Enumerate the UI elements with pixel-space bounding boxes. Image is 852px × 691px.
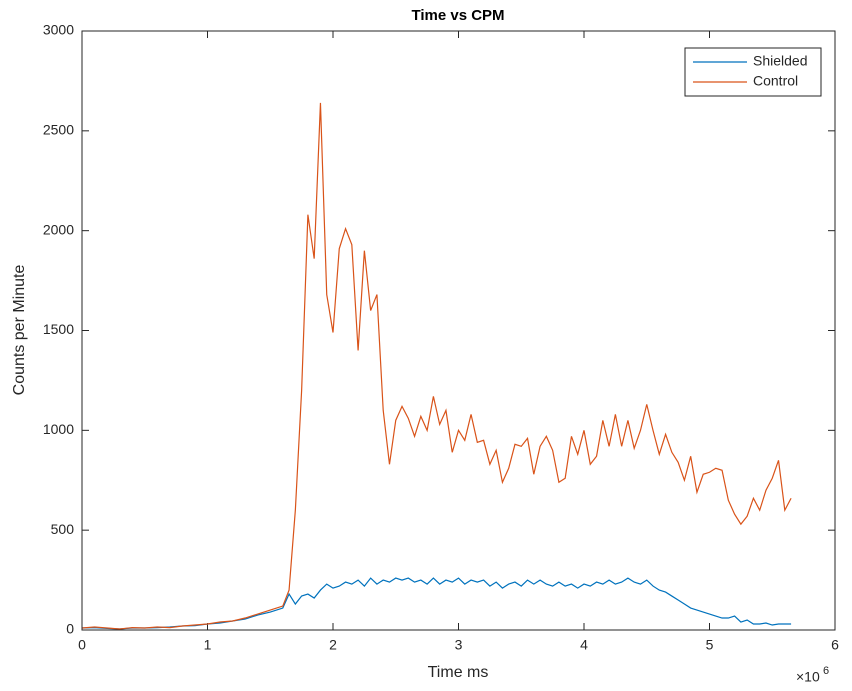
x-tick-label: 1 xyxy=(204,637,212,653)
x-multiplier-base: ×10 xyxy=(796,669,820,685)
y-axis-label: Counts per Minute xyxy=(11,265,28,396)
series-line xyxy=(81,577,792,630)
y-tick-label: 2000 xyxy=(43,221,74,237)
x-tick-label: 3 xyxy=(455,637,463,653)
legend-label: Control xyxy=(753,73,798,89)
y-tick-label: 3000 xyxy=(43,22,74,38)
x-tick-label: 6 xyxy=(831,637,839,653)
x-tick-label: 4 xyxy=(580,637,588,653)
y-tick-label: 500 xyxy=(51,521,75,537)
chart-title: Time vs CPM xyxy=(411,7,504,24)
x-tick-label: 2 xyxy=(329,637,337,653)
y-tick-label: 2500 xyxy=(43,122,74,138)
y-tick-label: 1000 xyxy=(43,421,74,437)
y-tick-label: 0 xyxy=(66,621,74,637)
legend-label: Shielded xyxy=(753,53,808,69)
x-tick-label: 5 xyxy=(706,637,714,653)
x-multiplier-exponent: 6 xyxy=(823,665,829,677)
legend-box xyxy=(684,47,822,97)
y-tick-label: 1500 xyxy=(43,321,74,337)
x-tick-label: 0 xyxy=(78,637,86,653)
axes-box xyxy=(81,30,836,631)
x-axis-label: Time ms xyxy=(428,664,489,681)
series-line xyxy=(81,102,792,630)
